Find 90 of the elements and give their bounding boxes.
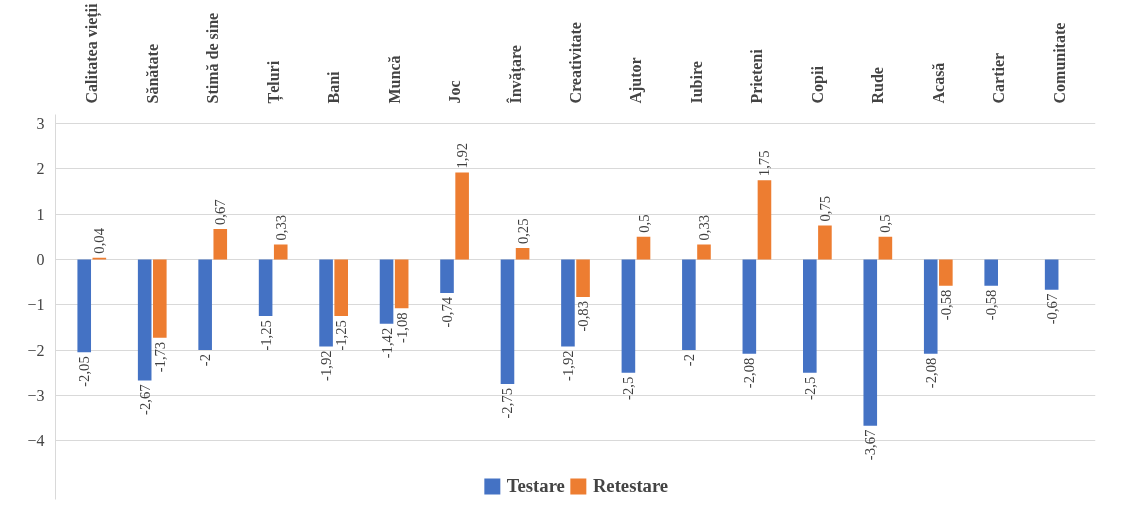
bar xyxy=(455,172,469,260)
data-label: -3,67 xyxy=(862,429,879,461)
bar xyxy=(379,259,394,324)
data-label: 0,67 xyxy=(212,199,229,226)
data-label: -1,08 xyxy=(393,312,410,343)
data-label: 1,75 xyxy=(756,150,773,177)
bar xyxy=(213,229,228,260)
x-tick-label: Sănătate xyxy=(143,43,161,104)
bar xyxy=(818,225,832,260)
x-tick-label: Cartier xyxy=(990,52,1008,104)
bar xyxy=(803,259,817,373)
x-tick-label: Țeluri xyxy=(264,60,284,104)
data-label: -2,05 xyxy=(76,356,93,387)
bar xyxy=(636,236,651,260)
x-tick-label: Iubire xyxy=(687,61,705,104)
data-label: -1,25 xyxy=(257,320,274,351)
data-label: -2,08 xyxy=(741,357,758,389)
data-label: -0,58 xyxy=(983,289,1000,321)
data-label: -1,92 xyxy=(559,350,576,381)
data-label: -1,73 xyxy=(151,341,168,373)
x-tick-label: Rude xyxy=(869,67,887,104)
y-tick-label: −1 xyxy=(27,296,45,314)
data-label: 0,5 xyxy=(877,214,894,233)
bar xyxy=(939,259,953,286)
data-label: -1,42 xyxy=(378,327,395,359)
bar xyxy=(258,259,273,317)
data-label: 0,25 xyxy=(514,218,531,245)
x-tick-label: Bani xyxy=(325,70,343,104)
data-label: -1,25 xyxy=(333,320,350,351)
data-label: 0,04 xyxy=(91,227,108,254)
x-tick-label: Acasă xyxy=(929,62,947,104)
bar xyxy=(984,259,998,286)
legend-label: Retestare xyxy=(592,475,669,497)
data-label: -0,67 xyxy=(1043,293,1060,325)
bar xyxy=(198,259,212,351)
y-tick-label: 1 xyxy=(36,205,45,223)
x-tick-label: Învățare xyxy=(505,45,526,104)
bar xyxy=(621,259,636,373)
bar xyxy=(742,259,757,354)
bar xyxy=(682,259,696,351)
bar xyxy=(863,259,878,426)
data-label: 1,92 xyxy=(454,142,471,169)
bar xyxy=(561,259,575,347)
data-label: -2,67 xyxy=(136,384,153,415)
x-tick-label: Muncă xyxy=(385,55,403,104)
data-label: 0,33 xyxy=(695,214,712,241)
x-tick-label: Creativitate xyxy=(567,22,584,104)
y-tick-label: 3 xyxy=(36,115,45,133)
legend-label: Testare xyxy=(506,475,565,497)
data-label: -2,5 xyxy=(620,376,637,400)
bar xyxy=(500,259,515,384)
data-label: -0,58 xyxy=(937,289,954,321)
data-label: 0,5 xyxy=(635,214,652,233)
y-tick-label: 2 xyxy=(36,160,45,178)
data-label: -2 xyxy=(197,354,214,367)
bar xyxy=(878,236,893,260)
x-tick-label: Comunitate xyxy=(1050,22,1068,104)
x-tick-label: Joc xyxy=(446,80,464,104)
bar xyxy=(273,244,288,260)
data-label: -2,75 xyxy=(499,388,516,419)
bar xyxy=(697,244,711,260)
data-label: -2,08 xyxy=(922,357,939,389)
y-tick-label: −4 xyxy=(27,432,45,450)
data-label: -1,92 xyxy=(318,350,335,381)
y-tick-label: −2 xyxy=(27,341,45,359)
data-label: -0,83 xyxy=(575,301,592,332)
data-label: 0,33 xyxy=(272,214,289,241)
bar xyxy=(757,180,772,260)
bar xyxy=(576,259,590,298)
bar xyxy=(923,259,938,354)
y-tick-label: 0 xyxy=(36,250,45,268)
bar xyxy=(1044,259,1059,290)
x-tick-label: Ajutor xyxy=(627,57,646,104)
bar xyxy=(77,259,92,353)
data-label: -0,74 xyxy=(439,296,456,328)
bar xyxy=(319,259,333,347)
x-tick-label: Stimă de sine xyxy=(204,12,222,104)
data-label: -2,5 xyxy=(801,376,818,400)
data-label: -2 xyxy=(680,354,697,367)
bar xyxy=(153,259,167,338)
bar xyxy=(394,259,409,309)
bar xyxy=(334,259,348,317)
data-label: 0,75 xyxy=(816,195,833,222)
bar xyxy=(515,248,530,260)
y-tick-label: −3 xyxy=(27,386,45,404)
x-tick-label: Prieteni xyxy=(748,48,766,104)
bar xyxy=(137,259,152,381)
x-tick-label: Copii xyxy=(808,65,827,104)
x-tick-label: Calitatea vieții xyxy=(83,2,103,104)
bar xyxy=(440,259,454,293)
